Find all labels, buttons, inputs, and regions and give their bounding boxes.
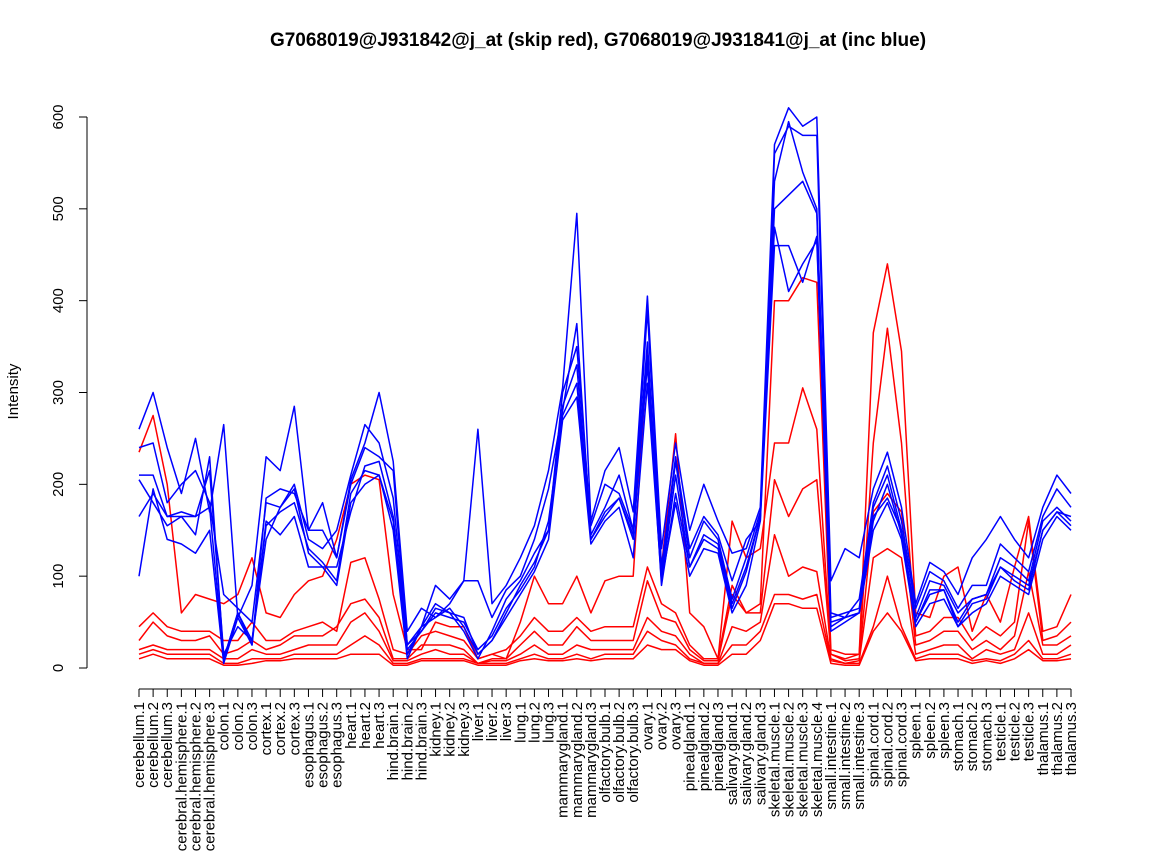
x-tick-label: hind.brain.3 [413,702,430,780]
x-tick-label: testicle.1 [992,702,1009,761]
series-line-skip-9 [138,478,1072,665]
series-line-inc-1 [138,107,1072,633]
x-tick-label: lung.1 [512,702,529,743]
x-tick-label: kidney.1 [428,702,445,757]
x-tick-label: esophagus.3 [329,702,346,788]
x-tick-label: cerebellum.2 [145,702,162,788]
x-tick-label: testicle.2 [1007,702,1024,761]
x-tick-label: colon.2 [230,702,247,750]
x-tick-label: liver.3 [498,702,515,741]
x-tick-label: pinealgland.3 [710,702,727,791]
x-tick-label: olfactory.bulb.3 [625,702,642,803]
x-tick-label: hind.brain.1 [385,702,402,780]
x-tick-label: esophagus.1 [300,702,317,788]
x-tick-label: ovary.2 [653,702,670,750]
x-tick-label: small.intestine.2 [837,702,854,810]
series-line-skip-7 [138,263,1072,660]
series-line-inc-6 [139,226,1072,660]
x-tick-label: heart.2 [357,702,374,749]
x-tick-label: cerebellum.3 [159,702,176,788]
x-tick-label: thalamus.3 [1063,702,1080,775]
x-tick-label: heart.3 [371,702,388,749]
series-line-skip-11 [138,575,1072,665]
series-line-skip-10 [138,534,1072,665]
x-tick-label: pinealgland.2 [696,702,713,791]
x-tick-label: cerebral.hemisphere.1 [173,702,190,851]
y-tick-label: 200 [50,472,67,497]
x-tick-label: spinal.cord.3 [894,702,911,787]
x-tick-label: mammarygland.2 [569,702,586,818]
series-line-inc-2 [138,125,1072,646]
x-tick-label: testicle.3 [1021,702,1038,761]
x-tick-label: kidney.3 [456,702,473,757]
x-tick-label: spleen.3 [936,702,953,759]
x-tick-label: colon.1 [216,702,233,750]
series-line-inc-3 [138,120,1072,660]
y-tick-label: 400 [50,288,67,313]
x-tick-label: thalamus.2 [1049,702,1066,775]
x-tick-label: skeletal.muscle.4 [809,702,826,817]
x-tick-label: cerebral.hemisphere.3 [202,702,219,851]
chart-title: G7068019@J931842@j_at (skip red), G70680… [269,30,927,51]
series-line-inc-5 [138,235,1072,665]
x-tick-label: skeletal.muscle.2 [781,702,798,817]
series-line-skip-12 [138,602,1072,666]
x-tick-label: pinealgland.1 [682,702,699,791]
x-tick-label: cortex.1 [258,702,275,755]
x-tick-label: ovary.1 [639,702,656,750]
y-tick-label: 500 [50,196,67,221]
series-line-inc-4 [138,180,1072,655]
x-tick-label: stomach.1 [950,702,967,771]
x-tick-label: spleen.2 [922,702,939,759]
y-tick-label: 600 [50,104,67,129]
x-tick-label: small.intestine.1 [823,702,840,810]
x-tick-label: olfactory.bulb.2 [611,702,628,803]
x-tick-label: spleen.1 [908,702,925,759]
x-tick-label: ovary.3 [668,702,685,750]
series-line-skip-8 [138,327,1072,660]
x-tick-label: cerebellum.1 [131,702,148,788]
y-tick-label: 100 [50,564,67,589]
x-tick-label: lung.2 [526,702,543,743]
x-tick-label: salivary.gland.2 [738,702,755,805]
x-tick-label: esophagus.2 [315,702,332,788]
x-tick-label: liver.1 [470,702,487,741]
x-tick-label: stomach.2 [964,702,981,771]
x-tick-label: cerebral.hemisphere.2 [187,702,204,851]
x-tick-label: stomach.3 [978,702,995,771]
y-tick-label: 300 [50,380,67,405]
x-tick-label: spinal.cord.2 [879,702,896,787]
x-tick-label: salivary.gland.1 [724,702,741,805]
series-layer [138,107,1072,666]
x-tick-label: colon.3 [244,702,261,750]
x-tick-label: thalamus.1 [1035,702,1052,775]
x-tick-label: kidney.2 [442,702,459,757]
x-tick-label: cortex.3 [286,702,303,755]
y-axis-title: Intensity [5,363,22,419]
x-tick-label: spinal.cord.1 [865,702,882,787]
x-tick-label: cortex.2 [272,702,289,755]
x-tick-label: liver.2 [484,702,501,741]
x-tick-label: salivary.gland.3 [752,702,769,805]
x-tick-label: olfactory.bulb.1 [597,702,614,803]
x-tick-label: skeletal.muscle.3 [795,702,812,817]
x-tick-label: mammarygland.3 [583,702,600,818]
x-tick-label: mammarygland.1 [555,702,572,818]
x-tick-label: hind.brain.2 [399,702,416,780]
y-tick-label: 0 [50,664,67,672]
x-tick-label: skeletal.muscle.1 [766,702,783,817]
x-tick-label: heart.1 [343,702,360,749]
axes-layer: 0100200300400500600cerebellum.1cerebellu… [50,104,1080,851]
x-tick-label: lung.3 [541,702,558,743]
x-tick-label: small.intestine.3 [851,702,868,810]
